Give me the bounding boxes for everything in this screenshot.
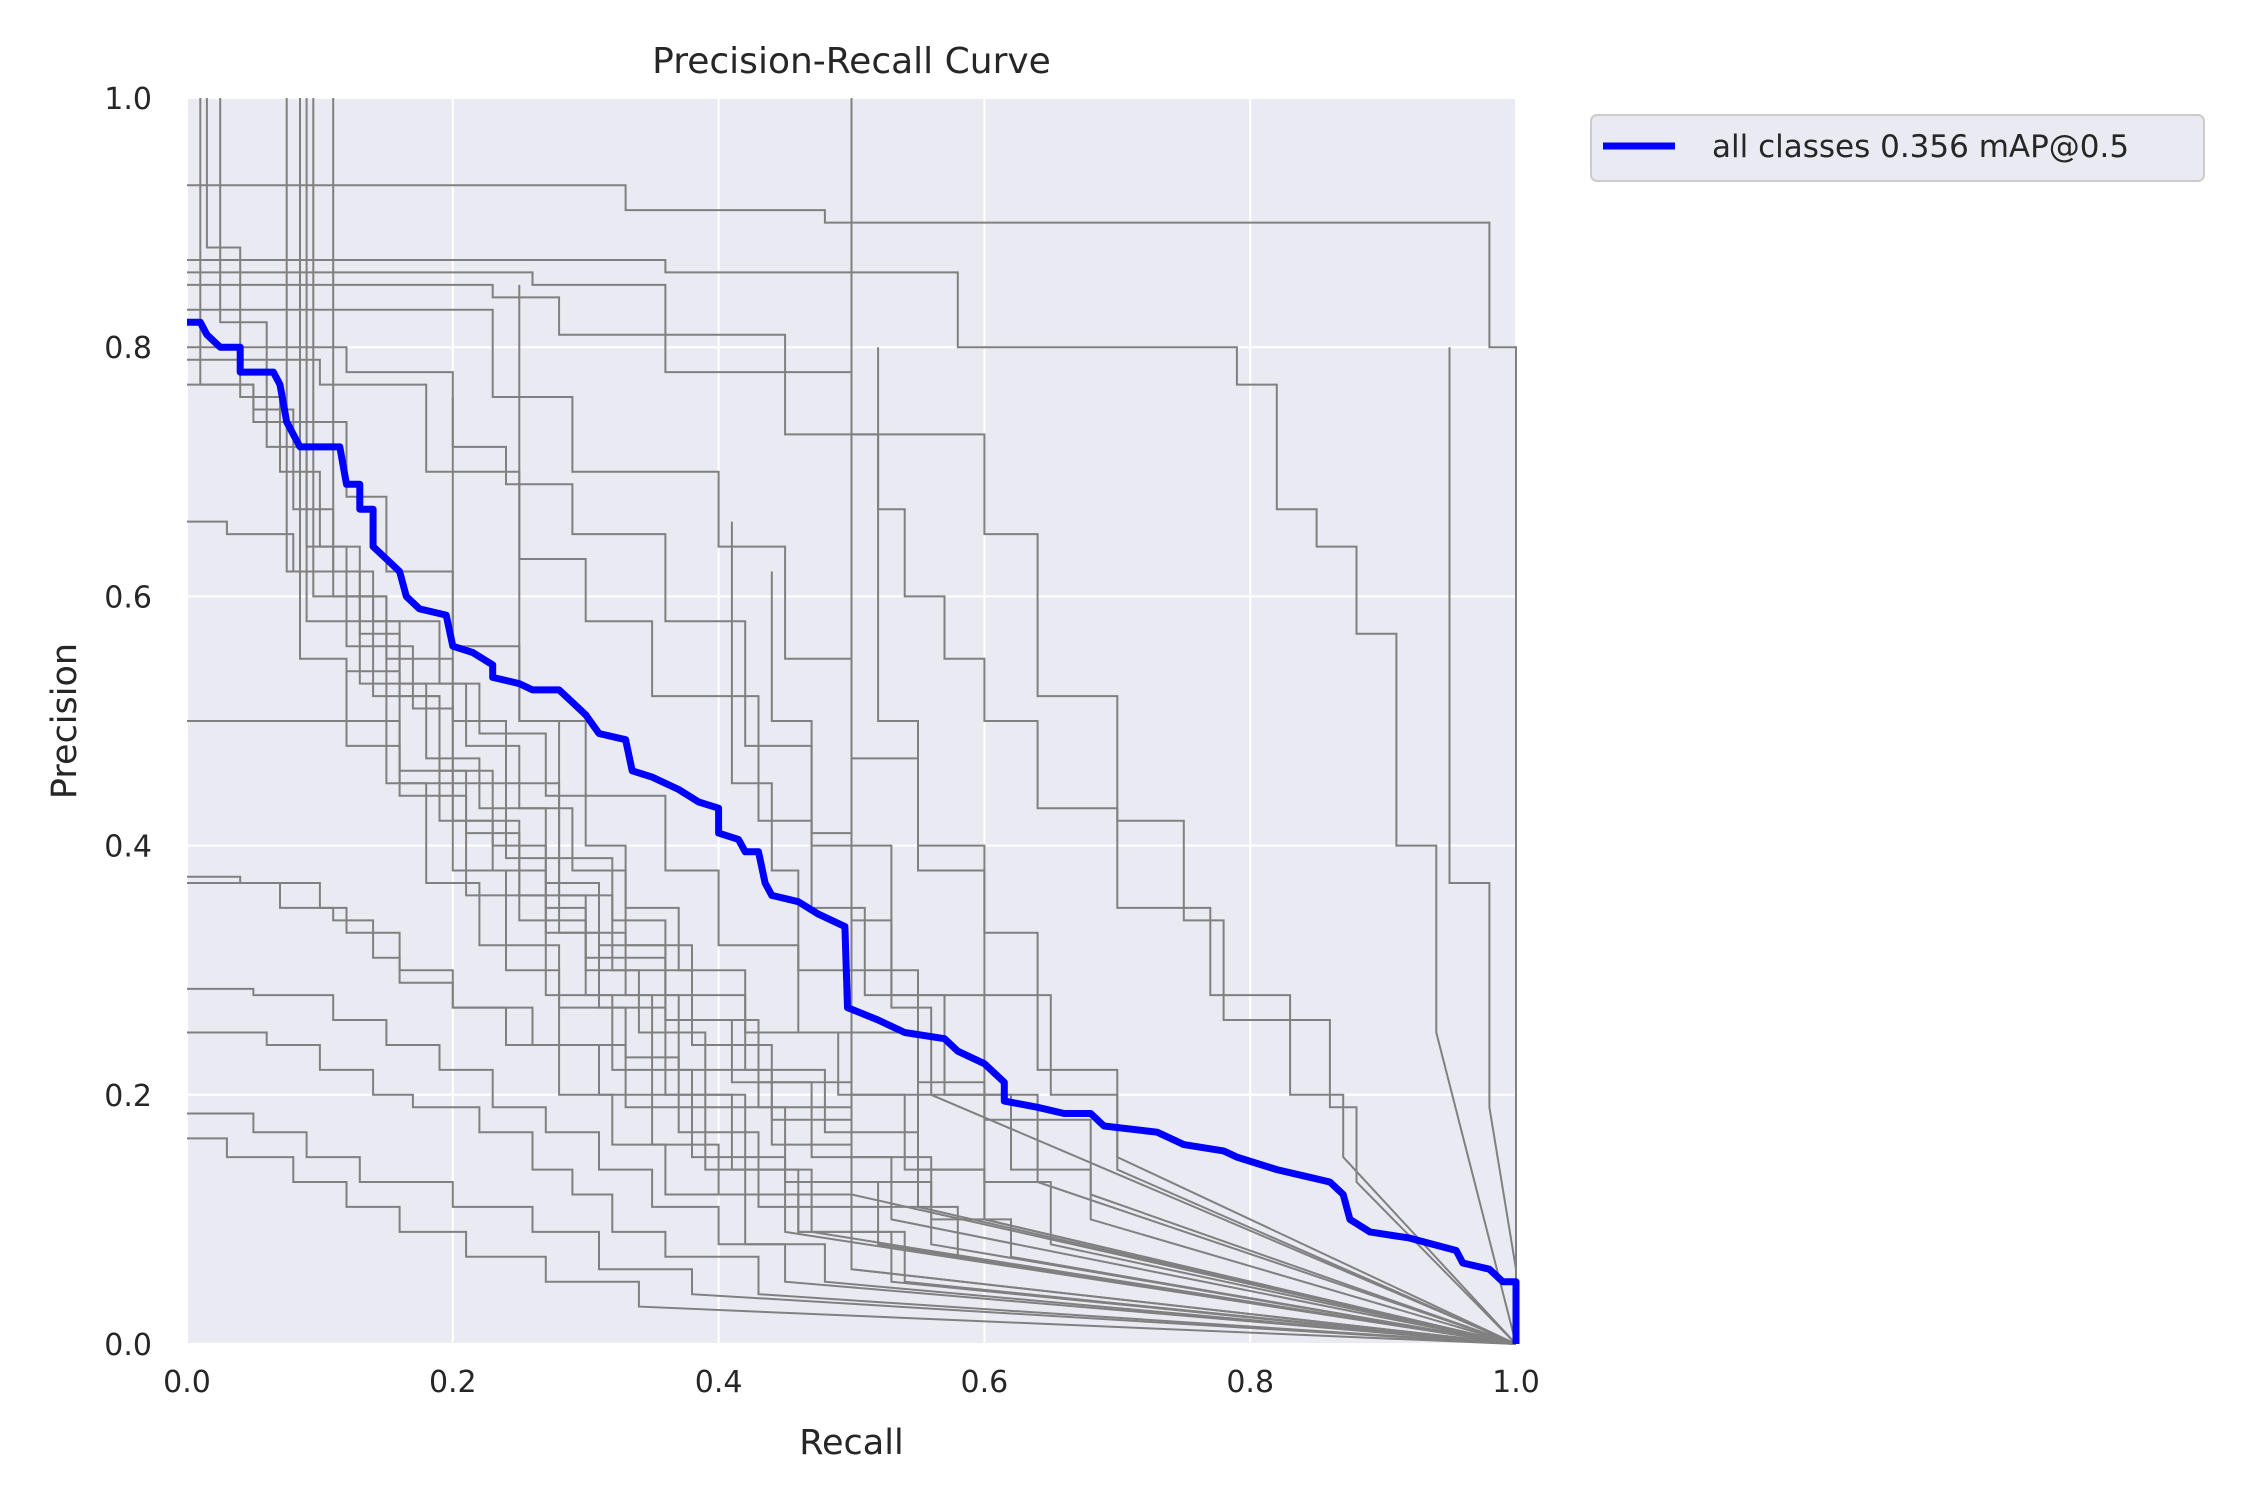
x-tick-label-1: 0.2 <box>429 1365 477 1400</box>
all-classes-curve <box>187 318 1520 1344</box>
class-curve-6 <box>187 358 1517 1345</box>
y-axis-title: Precision <box>45 643 85 799</box>
x-tick-label-2: 0.4 <box>695 1365 743 1400</box>
x-tick-label-5: 1.0 <box>1492 1365 1540 1400</box>
x-axis-title: Recall <box>799 1423 903 1463</box>
y-tick-label-5: 1.0 <box>104 82 152 117</box>
class-curve-3 <box>187 283 1517 1345</box>
y-tick-label-3: 0.6 <box>104 580 152 615</box>
class-curve-21 <box>305 98 1517 1345</box>
class-curve-29 <box>850 98 1517 1345</box>
class-curve-1 <box>187 259 1517 1345</box>
class-curve-2 <box>187 271 1517 1345</box>
tick-labels: 0.0 0.2 0.4 0.6 0.8 1.0 0.0 0.2 0.4 0.6 0.8 1.0 <box>104 82 1540 1400</box>
chart-title: Precision-Recall Curve <box>652 41 1051 82</box>
x-tick-label-0: 0.0 <box>163 1365 211 1400</box>
x-tick-label-3: 0.6 <box>961 1365 1009 1400</box>
class-curve-30 <box>877 347 1517 1345</box>
legend-box <box>1590 114 2205 182</box>
legend-label-all-classes: all classes 0.356 mAP@0.5 <box>1712 129 2129 165</box>
class-curve-13 <box>187 1031 1517 1345</box>
class-curve-28 <box>770 571 1517 1345</box>
class-curve-12 <box>187 987 1517 1345</box>
class-curve-22 <box>312 98 1517 1345</box>
class-curve-10 <box>187 875 1517 1345</box>
class-curve-14 <box>187 1137 1517 1345</box>
y-tick-label-4: 0.8 <box>104 331 152 366</box>
class-curve-0 <box>187 184 1517 1344</box>
legend: all classes 0.356 mAP@0.5 <box>1590 114 2205 182</box>
y-tick-label-2: 0.4 <box>104 830 152 865</box>
class-curve-25 <box>451 397 1517 1345</box>
y-tick-label-1: 0.2 <box>104 1079 152 1114</box>
class-curve-24 <box>346 670 1517 1345</box>
class-curve-26 <box>518 284 1517 1345</box>
class-curves <box>187 98 1517 1345</box>
all-classes-curve-group <box>187 318 1520 1344</box>
class-curve-15 <box>187 1112 1517 1345</box>
y-tick-label-0: 0.0 <box>104 1328 152 1363</box>
x-tick-label-4: 0.8 <box>1226 1365 1274 1400</box>
